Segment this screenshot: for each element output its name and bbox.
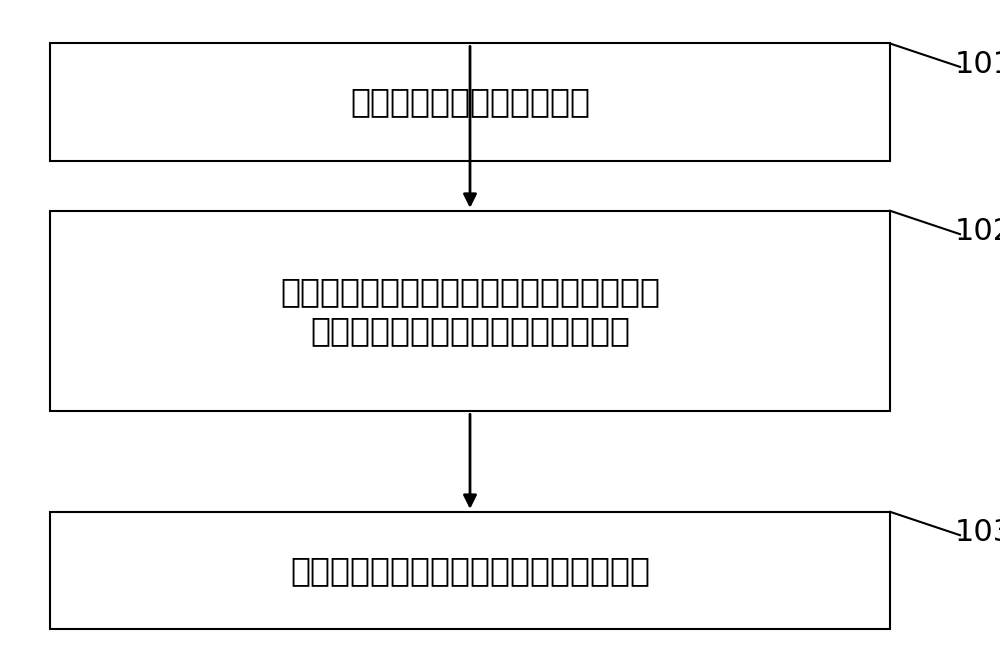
Text: 对选取的各个待测芯片分别进行光电测试: 对选取的各个待测芯片分别进行光电测试 bbox=[290, 554, 650, 587]
Text: 确定二极管的晶圆测试间距: 确定二极管的晶圆测试间距 bbox=[350, 86, 590, 118]
Text: 102: 102 bbox=[955, 217, 1000, 246]
Text: 101: 101 bbox=[955, 50, 1000, 79]
Bar bbox=[50, 512, 890, 629]
Text: 103: 103 bbox=[955, 518, 1000, 547]
Bar bbox=[50, 43, 890, 161]
Text: 在待测二极管的晶圆划裂前，按该测试间距
在待测二极管的晶圆上选取待测芯片: 在待测二极管的晶圆划裂前，按该测试间距 在待测二极管的晶圆上选取待测芯片 bbox=[280, 276, 660, 347]
Bar bbox=[50, 211, 890, 411]
